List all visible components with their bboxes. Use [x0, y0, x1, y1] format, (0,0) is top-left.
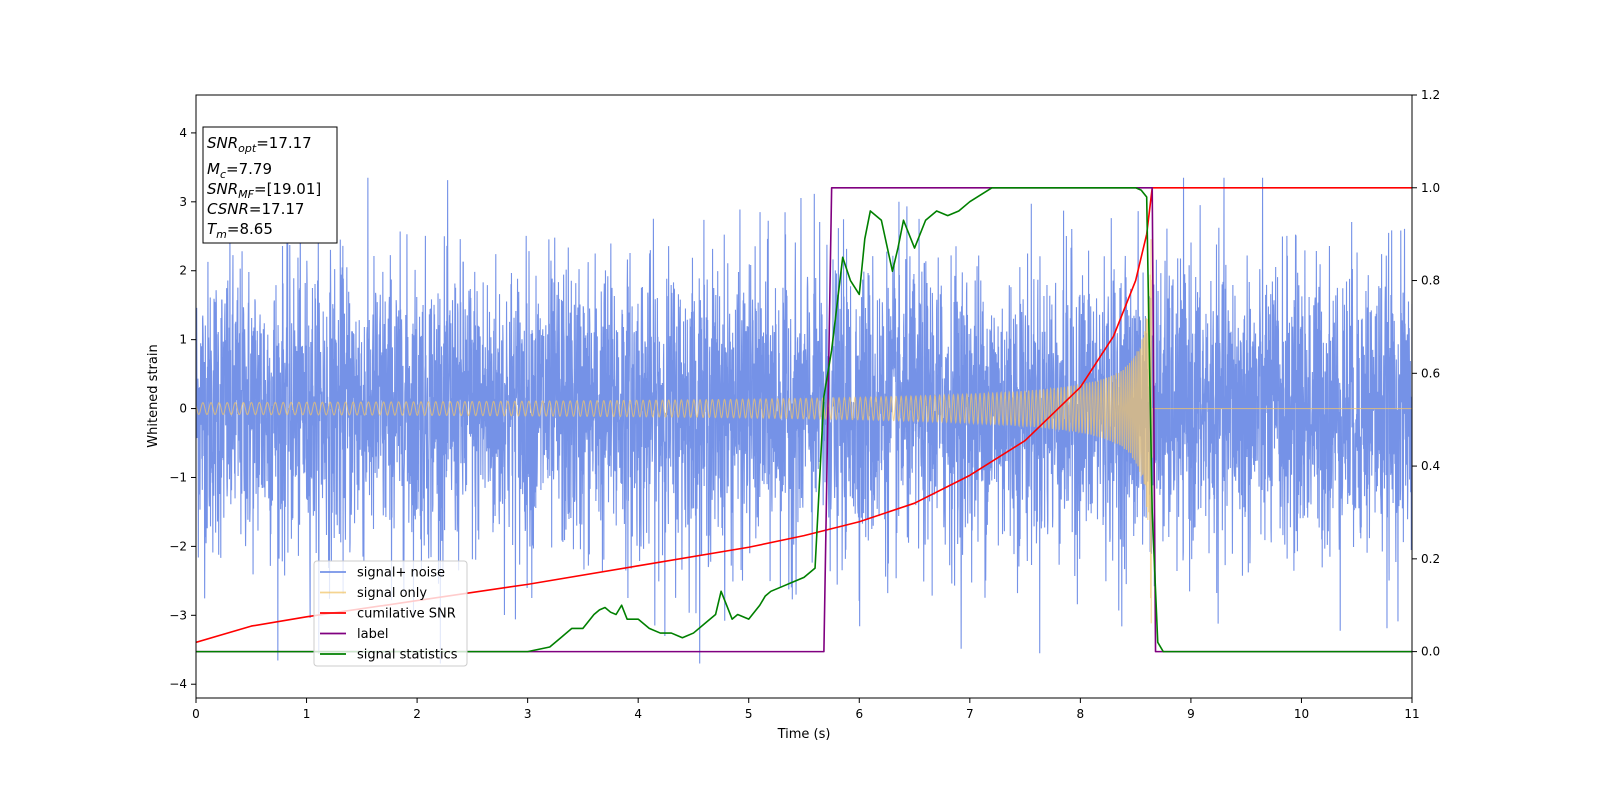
x-tick-label: 10: [1294, 707, 1309, 721]
x-tick-label: 5: [745, 707, 753, 721]
series-signal-only-line: [196, 239, 1412, 624]
series-signal-noise-line: [196, 177, 1412, 664]
annotation-mc: Mc=7.79: [207, 160, 272, 181]
x-tick-label: 6: [855, 707, 863, 721]
plot-frame: [195, 94, 1413, 699]
annotation-snr-mf: SNRMF=[19.01]: [207, 180, 321, 201]
x-tick-label: 11: [1404, 707, 1419, 721]
annotation-tm: Tm=8.65: [207, 220, 273, 241]
legend-items: signal+ noise signal only cumilative SNR la…: [320, 566, 458, 663]
y-left-tick-label: 0: [179, 402, 187, 416]
y-left-tick-label: 2: [179, 264, 187, 278]
y-right-tick-label: 1.0: [1421, 181, 1440, 195]
y-left-tick-label: 4: [179, 126, 187, 140]
annotation-csnr: CSNR=17.17: [207, 200, 304, 218]
ticks-layer: 0 1 2 3 4 5 6 7 8 9 10 11 −4 −3 −2 −1 0 1 2 3 4 0.0 0.2 0.4 0.6 0…: [169, 88, 1440, 721]
legend-label: signal only: [357, 586, 427, 601]
x-tick-label: 9: [1187, 707, 1195, 721]
annotation-snr-opt: SNRopt=17.17: [207, 134, 312, 155]
y-right-tick-label: 0.8: [1421, 274, 1440, 288]
x-tick-label: 7: [966, 707, 974, 721]
annotation-frame: [202, 126, 338, 244]
x-axis-label: Time (s): [777, 727, 831, 742]
y-left-tick-label: −1: [169, 470, 187, 484]
y-axis-label: Whitened strain: [146, 344, 161, 447]
y-right-tick-label: 0.6: [1421, 366, 1440, 380]
series-signal-statistics-line: [196, 186, 1412, 653]
legend: signal+ noise signal only cumilative SNR la…: [313, 560, 468, 667]
y-right-tick-label: 0.0: [1421, 645, 1440, 659]
legend-label: label: [357, 627, 388, 642]
legend-label: cumilative SNR: [357, 607, 456, 622]
x-tick-label: 2: [413, 707, 421, 721]
legend-label: signal+ noise: [357, 566, 445, 581]
legend-label: signal statistics: [357, 648, 458, 663]
y-left-tick-label: −4: [169, 677, 187, 691]
y-right-tick-label: 0.2: [1421, 552, 1440, 566]
y-left-tick-label: −3: [169, 608, 187, 622]
legend-frame: [313, 560, 468, 667]
x-tick-label: 1: [303, 707, 311, 721]
y-right-tick-label: 1.2: [1421, 88, 1440, 102]
x-tick-label: 4: [634, 707, 642, 721]
x-tick-label: 3: [524, 707, 532, 721]
annotation-box: SNRopt=17.17 Mc=7.79 SNRMF=[19.01] CSNR=…: [202, 126, 338, 244]
y-left-tick-label: 3: [179, 195, 187, 209]
x-tick-label: 0: [192, 707, 200, 721]
y-right-tick-label: 0.4: [1421, 459, 1440, 473]
y-left-tick-label: −2: [169, 539, 187, 553]
y-left-tick-label: 1: [179, 333, 187, 347]
x-tick-label: 8: [1077, 707, 1085, 721]
